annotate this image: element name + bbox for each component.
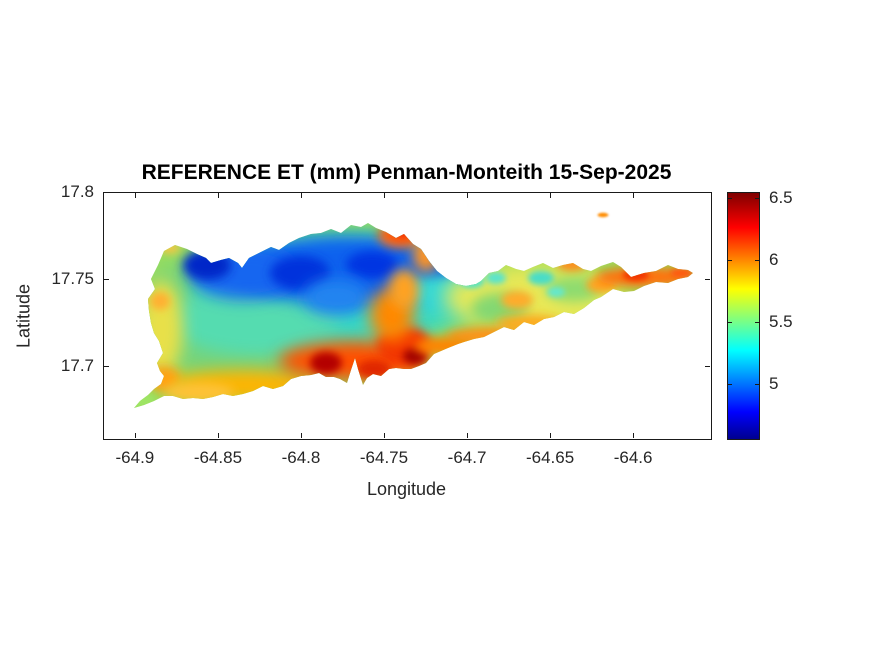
x-tick [300,193,302,198]
colorbar-tick [755,384,759,386]
x-tick [467,193,469,198]
y-tick-label: 17.7 [60,355,94,375]
y-tick [705,192,710,193]
x-tick [134,193,136,198]
x-tick-label: -64.7 [447,448,487,467]
y-tick [705,365,710,367]
colorbar-tick [728,384,732,386]
plot-area [103,192,712,440]
colorbar [727,192,760,440]
colorbar-tick [728,322,732,323]
colorbar-tick-label: 6 [769,249,779,269]
chart-title: REFERENCE ET (mm) Penman-Monteith 15-Sep… [141,161,672,184]
y-tick [104,278,109,280]
x-axis-label: Longitude [366,479,447,499]
x-tick-label: -64.8 [281,448,321,467]
x-tick [467,433,469,438]
x-tick [633,433,635,438]
colorbar-tick [728,259,732,261]
x-tick [550,433,552,438]
x-tick-label: -64.6 [613,448,653,467]
x-tick [383,193,385,198]
y-tick-label: 17.8 [60,182,94,201]
x-tick-label: -64.85 [193,448,243,467]
colorbar-tick [755,197,759,199]
x-tick-label: -64.9 [115,448,155,467]
x-tick [633,193,635,198]
colorbar-tick [755,259,759,261]
x-tick [300,433,302,438]
x-tick [134,433,136,438]
x-tick-label: -64.65 [525,448,575,467]
x-tick-label: -64.75 [359,448,409,467]
x-tick [217,433,219,438]
x-tick [217,193,219,198]
y-tick-label: 17.75 [51,268,94,288]
x-tick [550,193,552,198]
buck-island [597,212,609,218]
y-axis-label: Latitude [13,283,34,349]
x-tick [383,433,385,438]
colorbar-tick [755,322,759,323]
y-tick [705,278,710,280]
y-tick [104,192,109,193]
colorbar-tick-label: 5.5 [769,312,793,331]
colorbar-tick-label: 5 [769,374,779,394]
island-heatmap [134,212,693,408]
y-tick [104,365,109,367]
colorbar-tick-label: 6.5 [769,187,793,207]
colorbar-tick [728,197,732,199]
